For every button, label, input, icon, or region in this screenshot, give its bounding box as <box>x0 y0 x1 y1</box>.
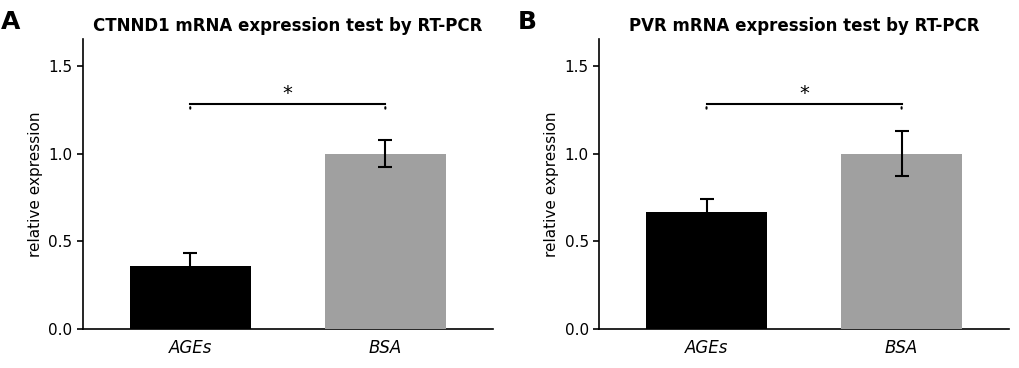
Text: A: A <box>1 10 20 35</box>
Bar <box>645 212 766 329</box>
Text: B: B <box>517 10 536 35</box>
Bar <box>841 153 961 329</box>
Bar <box>325 153 445 329</box>
Title: PVR mRNA expression test by RT-PCR: PVR mRNA expression test by RT-PCR <box>628 17 978 35</box>
Y-axis label: relative expression: relative expression <box>28 112 43 257</box>
Y-axis label: relative expression: relative expression <box>543 112 558 257</box>
Bar <box>129 266 251 329</box>
Text: *: * <box>798 84 808 103</box>
Text: *: * <box>282 84 292 103</box>
Title: CTNND1 mRNA expression test by RT-PCR: CTNND1 mRNA expression test by RT-PCR <box>93 17 482 35</box>
